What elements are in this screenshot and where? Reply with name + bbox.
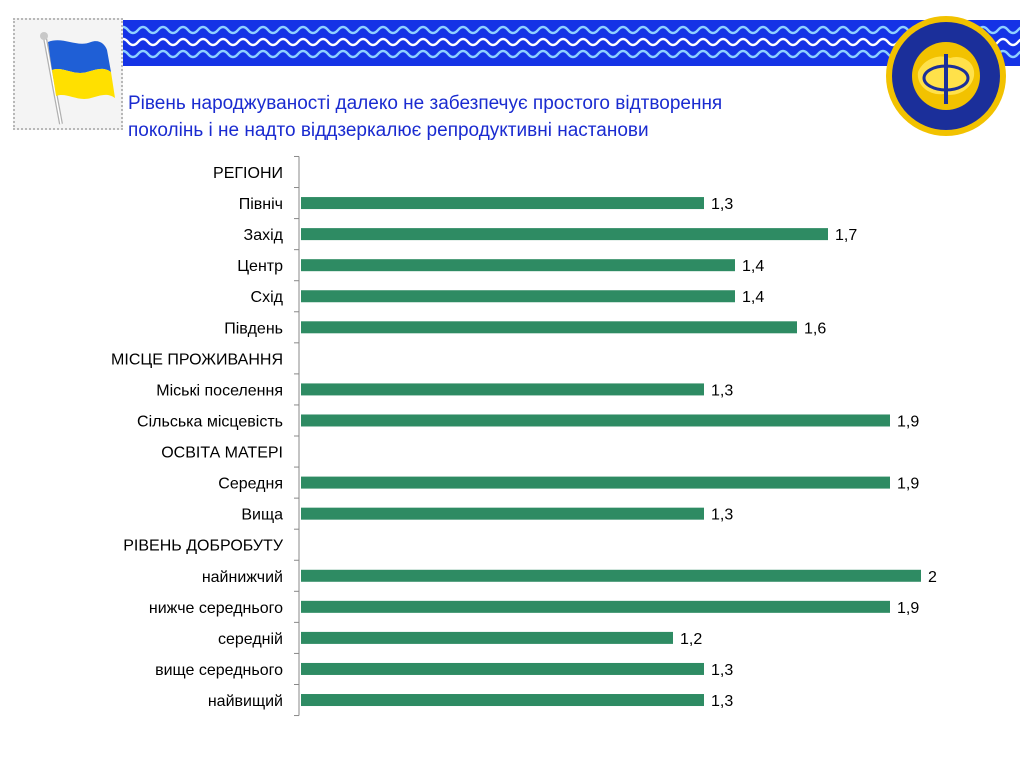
category-label: Середня — [218, 476, 283, 493]
wave-line — [118, 49, 1020, 59]
category-label: найвищий — [208, 693, 283, 710]
category-label: РЕГІОНИ — [213, 165, 283, 182]
category-label: Південь — [224, 320, 283, 337]
birth-rate-bar-chart: РЕГІОНИ Північ 1,3 Захід 1,7 Центр 1,4 Схід 1,4 П… — [111, 155, 937, 717]
bar — [301, 569, 921, 582]
bar — [301, 507, 704, 520]
category-label: МІСЦЕ ПРОЖИВАННЯ — [111, 351, 283, 368]
bar-value-label: 1,9 — [897, 413, 919, 430]
bar — [301, 259, 735, 272]
bar-value-label: 1,2 — [680, 631, 702, 648]
bar — [301, 662, 704, 675]
bar-value-label: 2 — [928, 569, 937, 586]
bar — [301, 228, 828, 241]
category-label: ОСВІТА МАТЕРІ — [161, 445, 283, 462]
slide-title: Рівень народжуваності далеко не забезпеч… — [128, 90, 868, 144]
bar-value-label: 1,7 — [835, 227, 857, 244]
bar-value-label: 1,3 — [711, 662, 733, 679]
institute-logo — [884, 14, 1008, 138]
bar-value-label: 1,9 — [897, 600, 919, 617]
category-label: нижче середнього — [149, 600, 283, 617]
category-label: Захід — [244, 227, 284, 244]
bar-value-label: 1,3 — [711, 507, 733, 524]
bar-value-label: 1,9 — [897, 476, 919, 493]
bar-value-label: 1,4 — [742, 258, 764, 275]
wave-line — [118, 25, 1020, 35]
category-label: Вища — [241, 507, 283, 524]
bar — [301, 290, 735, 303]
bar — [301, 631, 673, 644]
bar — [301, 694, 704, 707]
title-line-1: Рівень народжуваності далеко не забезпеч… — [128, 93, 723, 114]
category-label: найнижчий — [202, 569, 283, 586]
bar — [301, 600, 890, 613]
category-label: середній — [218, 631, 283, 648]
wave-line — [118, 37, 1020, 47]
bar — [301, 197, 704, 210]
category-label: Центр — [237, 258, 283, 275]
bar — [301, 383, 704, 396]
bar-value-label: 1,4 — [742, 289, 764, 306]
bar — [301, 321, 797, 334]
category-label: РІВЕНЬ ДОБРОБУТУ — [123, 538, 284, 555]
bar-value-label: 1,3 — [711, 196, 733, 213]
category-label: Сільська місцевість — [137, 413, 283, 430]
category-label: Схід — [251, 289, 284, 306]
institute-emblem-icon — [886, 16, 1006, 136]
bar — [301, 414, 890, 427]
flag-image — [13, 18, 123, 130]
bar-value-label: 1,3 — [711, 693, 733, 710]
category-label: Північ — [239, 196, 283, 213]
category-label: Міські поселення — [156, 382, 283, 399]
bar-value-label: 1,3 — [711, 382, 733, 399]
header-banner — [118, 20, 1020, 66]
ukraine-flag-icon — [40, 32, 115, 125]
bar-value-label: 1,6 — [804, 320, 826, 337]
category-label: вище середнього — [155, 662, 283, 679]
wave-decoration — [118, 25, 1020, 59]
title-line-2: поколінь і не надто віддзеркалює репроду… — [128, 120, 649, 141]
bar — [301, 476, 890, 489]
